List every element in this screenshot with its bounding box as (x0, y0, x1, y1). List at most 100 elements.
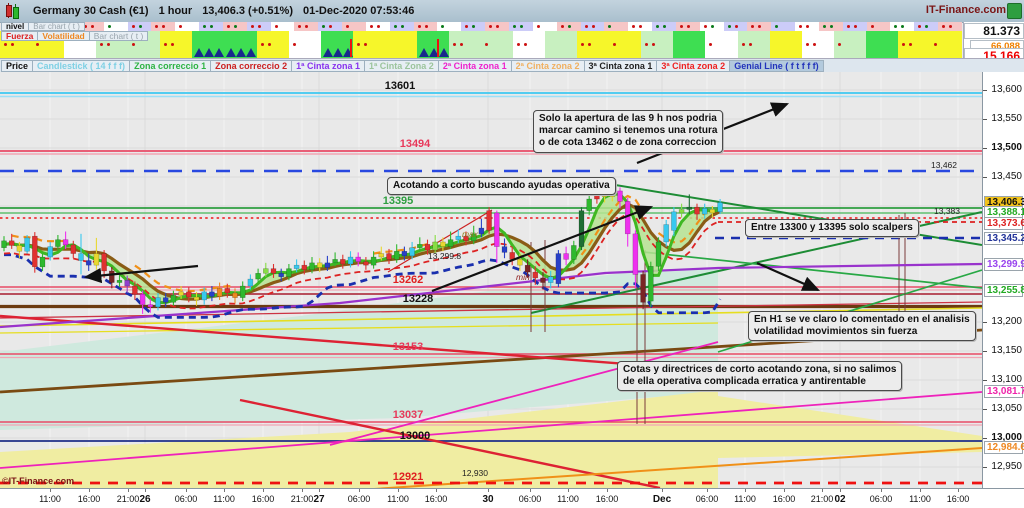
candle (470, 225, 477, 245)
strip-cell (437, 22, 462, 31)
candle (617, 187, 623, 209)
nivel-chart-type-button[interactable]: Bar chart ( t ) (28, 22, 85, 31)
strip-cell (842, 22, 868, 31)
fast-ma-line (3, 192, 721, 305)
time-axis-tick: 16:00 (595, 494, 619, 504)
strip-cell (641, 31, 674, 58)
candle (563, 246, 569, 266)
annotation-arrow (431, 205, 654, 293)
price-axis[interactable]: 13,60013,55013,50013,45013,40013,20013,1… (983, 72, 1024, 488)
strip-cell (294, 22, 319, 31)
strip-cell (389, 22, 415, 31)
annotation-box-5[interactable]: Cotas y directrices de corto acotando zo… (617, 361, 903, 392)
strip-cell (192, 31, 225, 58)
time-axis-tick: 27 (313, 494, 325, 505)
strip-cell (628, 22, 653, 31)
price-axis-tick: 13,200 (991, 316, 1022, 327)
candle (717, 199, 723, 215)
price-panel-button[interactable]: Price (1, 60, 33, 72)
candle (501, 238, 508, 259)
indicator-button-3[interactable]: Zona correccio 2 (210, 60, 292, 72)
indicator-value-panel: 81.373 66.088 15.166 (963, 22, 1024, 64)
strip-cell (199, 22, 224, 31)
strip-cell (222, 22, 248, 31)
candle (70, 240, 77, 259)
strip-cell (461, 22, 486, 31)
indicator-button-4[interactable]: 1ª Cinta zona 1 (291, 60, 364, 72)
candle (55, 235, 61, 251)
candle (16, 241, 23, 259)
time-axis-tick: 06:00 (174, 494, 198, 504)
candle (278, 268, 284, 282)
indicator-button-5[interactable]: 1ª Cinta Zona 2 (363, 60, 438, 72)
candle (370, 251, 377, 269)
indicator-button-8[interactable]: 3ª Cinta zona 1 (583, 60, 657, 72)
volatility-triangle-icon (214, 48, 225, 57)
annotation-box-1[interactable]: Solo la apertura de las 9 h nos podria ma… (533, 110, 724, 153)
indicator-button-7[interactable]: 2ª Cinta zona 2 (510, 60, 584, 72)
strip-red-mark (350, 39, 352, 57)
candle (640, 270, 646, 310)
time-axis-tick: 16:00 (772, 494, 796, 504)
time-axis[interactable]: 11:00 16:00 21:00 26 06:00 11:00 16:00 21:00 27 0… (0, 488, 1024, 508)
strip-cell (288, 31, 322, 58)
fuerza-chart-type-button[interactable]: Bar chart ( t ) (88, 31, 149, 41)
fuerza-panel-button[interactable]: Fuerza (1, 31, 38, 41)
time-axis-tick: 21:00 (116, 494, 140, 504)
annotation-box-4[interactable]: En H1 se ve claro lo comentado en el ana… (748, 311, 976, 342)
price-axis-tick: 13,450 (991, 171, 1022, 182)
candle (109, 266, 115, 289)
strip-cell (652, 22, 677, 31)
price-axis-tick: 12,950 (991, 461, 1022, 472)
level-label: 13395 (383, 195, 414, 207)
indicator-button-1[interactable]: Candlestick ( 14 f f f) (32, 60, 130, 72)
level-label: 13228 (403, 293, 434, 305)
strip-cell (609, 31, 642, 58)
price-chart[interactable]: 13601 13494 13395 13262 13228 13153 13037 13000… (0, 72, 983, 495)
candle (132, 281, 138, 300)
annotation-box-3[interactable]: Entre 13300 y 13395 solo scalpers (745, 219, 919, 238)
strip-cell (270, 22, 295, 31)
annotation-box-2[interactable]: Acotando a corto buscando ayudas operati… (387, 177, 616, 196)
candle (663, 219, 669, 247)
indicator-button-2[interactable]: Zona correccio 1 (129, 60, 211, 72)
strip-cell (938, 22, 962, 31)
price-toolbar: Price Candlestick ( 14 f f f) Zona correcc… (0, 58, 1024, 73)
nivel-panel-button[interactable]: nivel (1, 22, 29, 31)
volatility-triangle-icon (322, 48, 333, 57)
candle (586, 193, 592, 216)
level-label: 13037 (393, 409, 424, 421)
candle (524, 259, 531, 278)
candle (147, 298, 154, 313)
instrument-name: Germany 30 Cash (€1) (33, 5, 149, 17)
volatility-triangle-icon (246, 48, 257, 57)
candle (340, 254, 346, 269)
strip-cell (246, 22, 272, 31)
strip-cell (556, 22, 581, 31)
indicator-button-10[interactable]: Genial Line ( f t f f f) (729, 60, 824, 72)
level-label: 13601 (385, 80, 416, 92)
candle (78, 233, 84, 275)
candle (463, 231, 469, 246)
strip-cell (545, 31, 578, 58)
candle (324, 255, 331, 271)
candle (186, 287, 192, 303)
indicator-button-9[interactable]: 3ª Cinta zona 2 (656, 60, 730, 72)
volatilidad-panel-button[interactable]: Volatilidad (37, 31, 89, 41)
candle (455, 229, 462, 244)
chart-small-label: 12,930 (462, 468, 488, 478)
candle (432, 235, 438, 254)
strip-cell (675, 22, 701, 31)
candle (209, 286, 215, 302)
candle (93, 237, 100, 270)
time-axis-tick: 06:00 (695, 494, 719, 504)
indicator-button-6[interactable]: 2ª Cinta zona 1 (437, 60, 511, 72)
quote-datetime: 01-Dec-2020 07:53:46 (303, 5, 415, 17)
chart-small-label: min (516, 272, 530, 282)
strip-red-mark (437, 39, 439, 57)
candle (409, 241, 415, 260)
candle (648, 261, 654, 307)
candle (1, 236, 7, 252)
annotation-arrow (83, 264, 199, 284)
